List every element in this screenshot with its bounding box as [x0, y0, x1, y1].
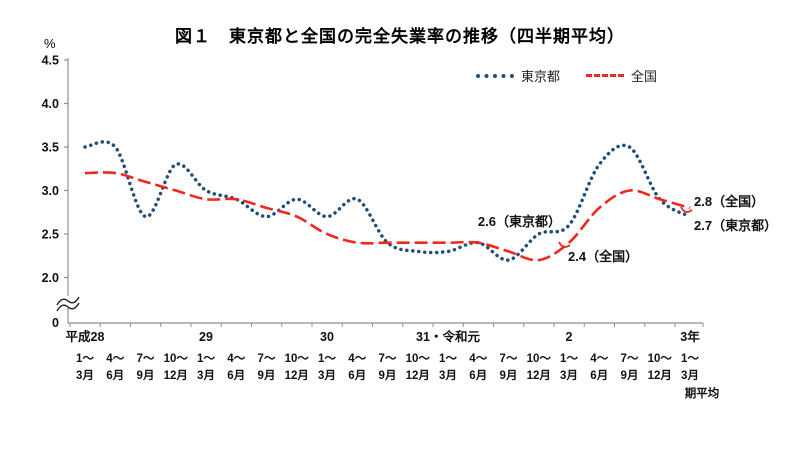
y-axis-unit-label: % — [44, 36, 56, 51]
x-quarter-label: 3月 — [197, 369, 215, 382]
x-quarter-label: 4～ — [348, 353, 366, 365]
x-quarter-label: 12月 — [285, 369, 309, 382]
x-quarter-label: 3月 — [318, 369, 336, 382]
x-quarter-label: 1～ — [439, 353, 457, 365]
annotation-label: 2.8（全国） — [694, 194, 764, 209]
x-quarter-label: 4～ — [106, 353, 124, 365]
x-quarter-label: 6月 — [469, 369, 487, 382]
legend-item-national: 全国 — [586, 66, 657, 85]
x-quarter-label: 6月 — [590, 369, 608, 382]
x-quarter-label: 3月 — [76, 369, 94, 382]
annotation-label: 2.7（東京都） — [694, 218, 777, 233]
x-quarter-label: 9月 — [258, 369, 276, 382]
y-tick-label: 3.0 — [42, 184, 59, 198]
tokyo-series-line — [83, 140, 692, 262]
legend-label-national: 全国 — [631, 69, 658, 84]
x-quarter-label: 3月 — [439, 369, 457, 382]
x-year-label: 30 — [320, 330, 334, 344]
x-quarter-label: 1～ — [76, 353, 94, 365]
x-quarter-label: 7～ — [137, 353, 155, 365]
x-year-label: 3年 — [680, 329, 700, 344]
x-quarter-label: 10～ — [406, 353, 431, 365]
national-series-line — [84, 171, 691, 262]
axis-break-icon — [56, 302, 80, 312]
x-quarter-label: 7～ — [379, 353, 397, 365]
x-quarter-label: 4～ — [590, 353, 608, 365]
x-quarter-label: 4～ — [469, 353, 487, 365]
x-quarter-label: 7～ — [500, 353, 518, 365]
label-pointer-icon — [558, 241, 571, 248]
x-quarter-label: 1～ — [560, 353, 578, 365]
x-quarter-label: 7～ — [258, 353, 276, 365]
x-quarter-label: 1～ — [197, 353, 215, 365]
x-quarter-label: 12月 — [164, 369, 188, 382]
y-tick-label: 2.0 — [42, 271, 59, 285]
x-quarter-label: 9月 — [500, 369, 518, 382]
x-axis-footnote: 期平均 — [685, 386, 720, 400]
x-quarter-label: 12月 — [648, 369, 672, 382]
x-quarter-label: 4～ — [227, 353, 245, 365]
y-tick-label: 2.5 — [42, 228, 59, 242]
x-quarter-label: 6月 — [227, 369, 245, 382]
x-quarter-label: 3月 — [681, 369, 699, 382]
x-quarter-label: 12月 — [527, 369, 551, 382]
y-tick-label: 4.5 — [42, 54, 59, 68]
chart-title: 図１ 東京都と全国の完全失業率の推移（四半期平均） — [175, 27, 625, 46]
x-quarter-label: 7～ — [621, 353, 639, 365]
x-quarter-label: 10～ — [285, 353, 310, 365]
y-zero-label: 0 — [52, 316, 59, 330]
axis-lines — [67, 58, 703, 324]
label-pointer-icon — [680, 206, 693, 213]
x-year-label: 29 — [199, 330, 213, 344]
y-tick-label: 4.0 — [42, 97, 59, 111]
x-quarter-label: 6月 — [106, 369, 124, 382]
x-quarter-label: 10～ — [527, 353, 552, 365]
x-quarter-label: 9月 — [137, 369, 155, 382]
annotation-label: 2.4（全国） — [568, 249, 638, 264]
x-quarter-label: 1～ — [681, 353, 699, 365]
x-quarter-label: 9月 — [621, 369, 639, 382]
x-year-label: 平成28 — [66, 329, 105, 344]
annotation-label: 2.6（東京都） — [478, 214, 561, 229]
x-quarter-label: 1～ — [318, 353, 336, 365]
dashed-line-swatch-icon — [586, 74, 625, 77]
y-tick-label: 3.5 — [42, 141, 59, 155]
x-quarter-label: 3月 — [560, 369, 578, 382]
x-quarter-label: 10～ — [648, 353, 673, 365]
x-quarter-label: 6月 — [348, 369, 366, 382]
x-quarter-label: 10～ — [164, 353, 189, 365]
x-year-label: 31・令和元 — [416, 329, 480, 344]
x-quarter-label: 12月 — [406, 369, 430, 382]
chart-legend: 東京都 全国 — [476, 66, 657, 85]
x-quarter-label: 9月 — [379, 369, 397, 382]
axis-break-icon — [56, 296, 80, 306]
dotted-line-swatch-icon — [476, 73, 514, 78]
x-year-label: 2 — [566, 330, 573, 344]
legend-item-tokyo: 東京都 — [476, 66, 560, 85]
legend-label-tokyo: 東京都 — [521, 69, 561, 84]
